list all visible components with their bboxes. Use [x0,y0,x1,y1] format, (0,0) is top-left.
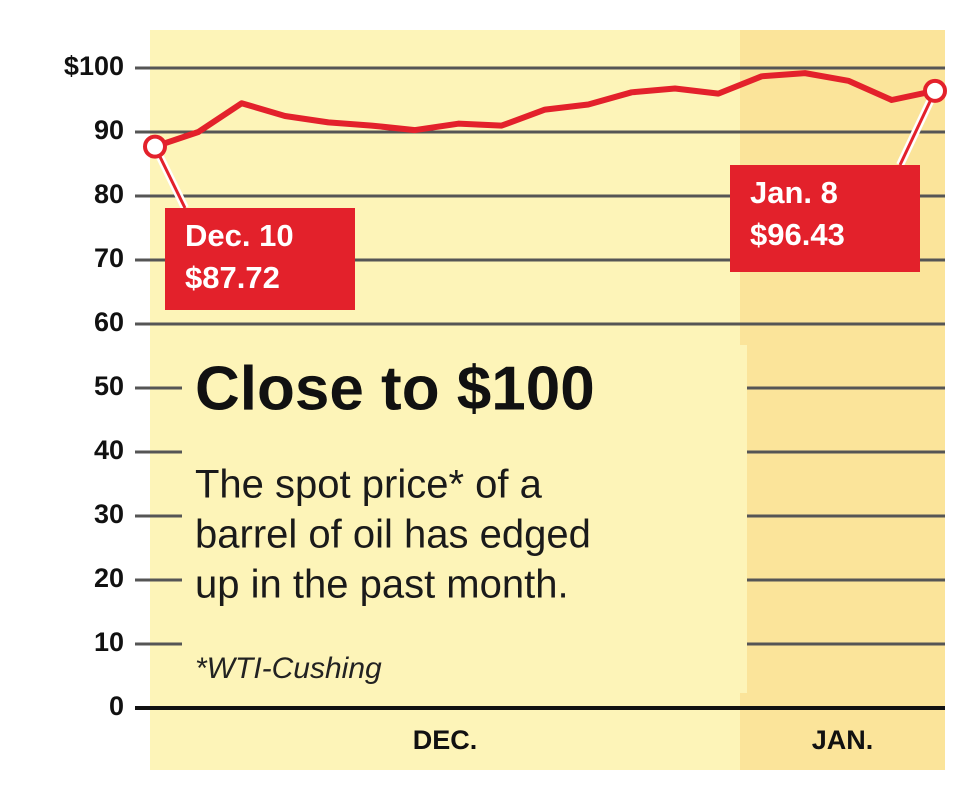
y-tick-label: 40 [94,435,124,465]
x-period-label: JAN. [812,725,874,755]
callout-box [165,208,355,310]
callout-connector [898,90,937,166]
marks: Dec. 10 $87.72 Jan. 8 $96.43 [143,70,947,310]
subtitle: The spot price* of a barrel of oil has ed… [195,463,591,607]
line [154,70,936,150]
text-panel [182,345,747,693]
callout-date: Dec. 10 [185,218,294,253]
callout-date: Jan. 8 [750,175,838,210]
data-label: $87.72 [185,260,280,295]
y-tick-label: 90 [94,115,124,145]
subtitle-line: The spot price* of a [195,463,543,507]
y-tick-label: $100 [64,51,124,81]
x-period-label: DEC. [413,725,478,755]
y-tick-label: 10 [94,627,124,657]
y-tick-label: 80 [94,179,124,209]
y-tick-label: 20 [94,563,124,593]
subtitle-line: barrel of oil has edged [195,513,591,557]
point-marker [143,134,167,159]
note: *WTI-Cushing [195,652,382,685]
y-tick-label: 30 [94,499,124,529]
point-marker [923,78,947,103]
chart-title: Close to $100 [195,354,595,423]
period-band [740,30,945,770]
callout-box [730,165,920,272]
y-tick-label: 0 [109,691,124,721]
y-tick-label: 50 [94,371,124,401]
y-tick-label: 60 [94,307,124,337]
data-label: $96.43 [750,217,845,252]
subtitle-line: up in the past month. [195,563,569,607]
y-tick-label: 70 [94,243,124,273]
